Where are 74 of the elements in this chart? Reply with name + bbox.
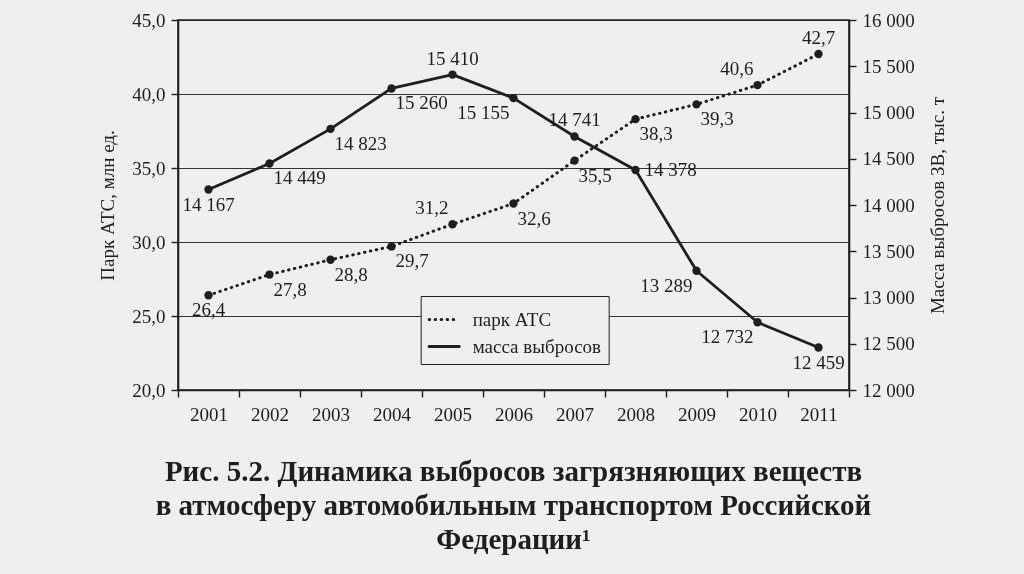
data-label: 14 741 bbox=[548, 109, 601, 131]
data-label: 29,7 bbox=[395, 250, 429, 272]
point bbox=[509, 199, 518, 208]
data-label: 39,3 bbox=[700, 108, 734, 130]
y-axis-title: Парк АТС, млн ед. bbox=[97, 130, 119, 281]
data-label: 38,3 bbox=[639, 123, 673, 145]
point bbox=[387, 84, 396, 93]
y-tick-label: 35,0 bbox=[132, 157, 166, 179]
y-tick-label: 30,0 bbox=[132, 231, 166, 253]
point bbox=[509, 93, 518, 103]
legend-label: масса выбросов bbox=[472, 335, 602, 357]
data-label: 14 823 bbox=[334, 132, 387, 154]
x-tick-label: 2008 bbox=[617, 403, 655, 425]
y2-tick-label: 16 000 bbox=[862, 9, 915, 31]
legend-label: парк АТС bbox=[472, 308, 552, 330]
y2-tick-label: 14 500 bbox=[862, 148, 915, 170]
data-label: 40,6 bbox=[720, 58, 754, 80]
data-label: 31,2 bbox=[415, 197, 449, 219]
point bbox=[570, 132, 579, 141]
data-label: 35,5 bbox=[578, 164, 612, 186]
data-label: 12 459 bbox=[792, 351, 845, 373]
point bbox=[631, 114, 640, 124]
data-label: 14 167 bbox=[182, 193, 235, 215]
data-label: 15 410 bbox=[426, 47, 479, 69]
point bbox=[692, 266, 701, 275]
point bbox=[326, 255, 335, 264]
x-tick-label: 2003 bbox=[312, 403, 350, 425]
data-label: 42,7 bbox=[801, 27, 836, 49]
x-tick-label: 2004 bbox=[373, 403, 412, 425]
point bbox=[814, 49, 823, 59]
x-tick-label: 2005 bbox=[434, 403, 472, 425]
y2-tick-label: 12 500 bbox=[862, 333, 915, 355]
data-label: 32,6 bbox=[517, 207, 551, 229]
point bbox=[448, 70, 457, 79]
point bbox=[814, 343, 823, 352]
data-label: 28,8 bbox=[334, 263, 368, 285]
data-label: 27,8 bbox=[273, 278, 307, 300]
point bbox=[753, 318, 762, 327]
data-label: 12 732 bbox=[701, 326, 754, 348]
point bbox=[570, 156, 579, 165]
data-label: 26,4 bbox=[191, 299, 226, 321]
point bbox=[692, 100, 701, 109]
y2-tick-label: 12 000 bbox=[862, 379, 915, 401]
y2-tick-label: 14 000 bbox=[862, 194, 915, 216]
data-label: 15 260 bbox=[395, 92, 448, 114]
point bbox=[387, 242, 396, 251]
x-tick-label: 2007 bbox=[556, 403, 594, 425]
x-tick-label: 2011 bbox=[800, 403, 838, 425]
point bbox=[204, 291, 213, 300]
point bbox=[631, 165, 640, 175]
point bbox=[326, 124, 335, 134]
x-tick-label: 2009 bbox=[678, 403, 716, 425]
y2-tick-label: 13 000 bbox=[862, 287, 915, 308]
point bbox=[265, 159, 274, 168]
data-label: 13 289 bbox=[640, 274, 693, 296]
y2-axis-title: Масса выбросов ЗВ, тыс. т bbox=[926, 96, 948, 315]
y-tick-label: 25,0 bbox=[132, 305, 166, 327]
y-tick-label: 40,0 bbox=[132, 83, 166, 105]
point bbox=[204, 185, 213, 194]
data-label: 14 449 bbox=[273, 167, 326, 189]
x-tick-label: 2010 bbox=[739, 403, 777, 425]
x-tick-label: 2006 bbox=[495, 403, 533, 425]
y2-tick-label: 13 500 bbox=[862, 240, 915, 262]
point bbox=[753, 80, 762, 90]
y-tick-label: 45,0 bbox=[132, 9, 166, 31]
y-tick-label: 20,0 bbox=[132, 379, 166, 401]
x-tick-label: 2002 bbox=[251, 403, 289, 425]
point bbox=[448, 220, 457, 229]
data-label: 15 155 bbox=[457, 102, 510, 124]
y2-tick-label: 15 000 bbox=[862, 102, 915, 123]
y2-tick-label: 15 500 bbox=[862, 55, 915, 77]
point bbox=[265, 270, 274, 279]
text: Рис. 5.2. Динамика выбросов загрязняющих веществ в атмосферу автомобильным транспортом Российской Федерации¹ bbox=[155, 455, 872, 555]
x-tick-label: 2001 bbox=[190, 403, 228, 425]
